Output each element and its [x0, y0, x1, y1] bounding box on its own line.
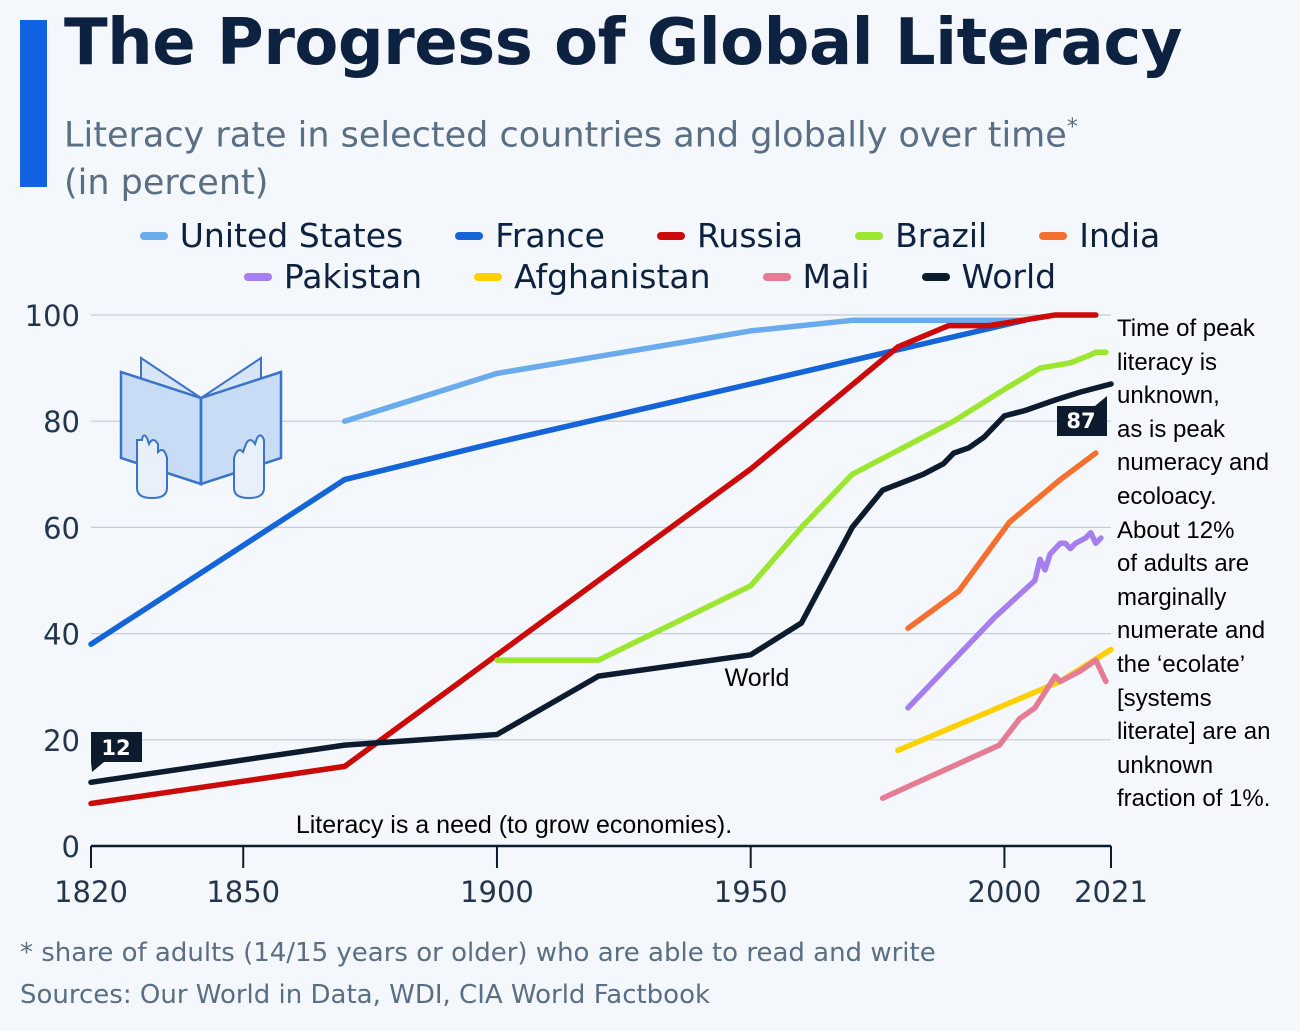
subtitle-line-2: (in percent) — [64, 162, 269, 203]
subtitle-asterisk: * — [1066, 115, 1078, 140]
y-tick-label: 100 — [25, 299, 80, 333]
legend-item-brazil: Brazil — [855, 216, 987, 255]
legend-label-mali: Mali — [802, 257, 870, 296]
sources: Sources: Our World in Data, WDI, CIA Wor… — [20, 980, 711, 1010]
annotation-layer: 12 87 World Literacy is a need (to grow … — [91, 396, 1107, 839]
legend-swatch-france — [455, 231, 484, 240]
side-note-line: fraction of 1%. — [1117, 785, 1271, 813]
side-note-line: ecoloacy. — [1117, 482, 1217, 510]
side-note-line: the ‘ecolate’ — [1117, 650, 1246, 678]
side-note-line: About 12% — [1117, 516, 1235, 544]
x-tick-label: 2021 — [1074, 875, 1148, 909]
side-note-line: as is peak — [1117, 415, 1226, 443]
legend-label-france: France — [495, 216, 605, 255]
legend-swatch-afghanistan — [474, 272, 503, 281]
y-tick-label: 40 — [43, 618, 80, 652]
legend-label-world: World — [961, 257, 1057, 296]
side-note-line: Time of peak — [1117, 315, 1255, 342]
subtitle: Literacy rate in selected countries and … — [64, 104, 1164, 207]
legend-swatch-world — [921, 272, 950, 281]
x-tick-label: 1850 — [206, 875, 280, 909]
y-tick-label: 0 — [62, 830, 80, 864]
x-tick-label: 1950 — [714, 875, 788, 909]
legend-swatch-brazil — [855, 231, 884, 240]
series-line-brazil — [494, 349, 1109, 663]
legend-swatch-mali — [762, 272, 791, 281]
series-line-india — [905, 450, 1099, 632]
legend-swatch-pakistan — [243, 272, 272, 281]
y-tick-label: 80 — [43, 405, 80, 439]
x-tick-label: 1820 — [54, 875, 128, 909]
side-note-line: unknown — [1117, 751, 1214, 779]
footnote: * share of adults (14/15 years or older)… — [20, 938, 936, 968]
subtitle-line-1: Literacy rate in selected countries and … — [64, 115, 1067, 156]
side-note-line: unknown, — [1117, 382, 1220, 410]
start-value-badge: 12 — [91, 732, 142, 772]
title-accent-bar — [20, 20, 47, 187]
legend-swatch-india — [1039, 231, 1068, 240]
start-value-label: 12 — [101, 736, 130, 760]
legend-label-russia: Russia — [696, 216, 804, 255]
legend-swatch-united-states — [139, 231, 168, 240]
legend-item-india: India — [1039, 216, 1160, 255]
series-line-russia — [88, 312, 1099, 807]
legend-item-pakistan: Pakistan — [243, 257, 423, 296]
legend-label-india: India — [1079, 216, 1161, 255]
legend-row-2: Pakistan Afghanistan Mali World — [0, 257, 1300, 296]
side-note-line: literacy is — [1117, 348, 1218, 376]
x-tick-label: 2000 — [968, 875, 1042, 909]
book-reading-icon — [119, 356, 283, 500]
series-line-united-states — [341, 317, 1028, 424]
world-series-label: World — [725, 664, 790, 692]
legend-label-afghanistan: Afghanistan — [514, 257, 711, 296]
legend-item-afghanistan: Afghanistan — [474, 257, 711, 296]
series-layer — [88, 312, 1114, 807]
x-tick-label: 1900 — [460, 875, 534, 909]
side-note-line: literate] are an — [1117, 718, 1271, 746]
end-value-badge: 87 — [1057, 396, 1107, 436]
side-note: Time of peak literacy is unknown, as is … — [1117, 312, 1297, 816]
y-tick-label: 20 — [43, 724, 80, 758]
end-value-label: 87 — [1066, 409, 1095, 433]
legend-label-pakistan: Pakistan — [283, 257, 423, 296]
axis-layer: 0 20 40 60 80 100 1820 1850 1900 1950 2000 2021 — [25, 299, 1148, 909]
legend-label-united-states: United States — [179, 216, 404, 255]
series-line-pakistan — [905, 529, 1104, 711]
legend-item-united-states: United States — [139, 216, 404, 255]
legend-item-russia: Russia — [656, 216, 804, 255]
side-note-line: marginally — [1117, 583, 1227, 611]
series-line-world — [88, 381, 1114, 786]
bottom-annotation: Literacy is a need (to grow economies). — [296, 811, 732, 839]
side-note-line: of adults are — [1117, 550, 1250, 578]
legend-label-brazil: Brazil — [895, 216, 988, 255]
side-note-line: numerate and — [1117, 617, 1266, 645]
legend-item-world: World — [921, 257, 1057, 296]
series-line-france — [88, 317, 1028, 647]
legend-row-1: United States France Russia Brazil India — [0, 216, 1300, 255]
series-line-mali — [879, 657, 1109, 801]
y-tick-label: 60 — [43, 511, 80, 545]
page-title: The Progress of Global Literacy — [64, 6, 1182, 80]
legend-item-france: France — [455, 216, 605, 255]
side-note-line: numeracy and — [1117, 449, 1270, 477]
legend-swatch-russia — [656, 231, 685, 240]
side-note-line: [systems — [1117, 684, 1212, 712]
legend-item-mali: Mali — [762, 257, 870, 296]
